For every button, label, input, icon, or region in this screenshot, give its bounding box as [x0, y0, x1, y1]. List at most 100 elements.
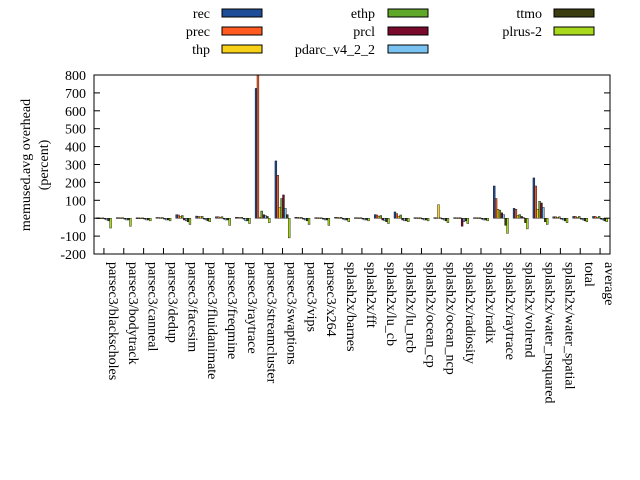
bar-prcl-splash2x-lu-ncb [401, 217, 404, 221]
bar-pdarc_v4_2_2-splash2x-raytrace [502, 214, 505, 219]
y-tick-label: 700 [65, 87, 86, 102]
bar-plrus-2-splash2x-water-spatial [565, 217, 569, 223]
bar-ethp-splash2x-radix [478, 217, 482, 219]
legend-swatch-rec [221, 8, 263, 18]
bar-plrus-2-parsec3-vips [307, 217, 311, 225]
bar-pdarc_v4_2_2-splash2x-lu-cb [383, 217, 386, 222]
bar-pdarc_v4_2_2-parsec3-swaptions [284, 208, 287, 219]
bar-thp-splash2x-radix [477, 217, 480, 219]
bar-prec-parsec3-fluidanimate [197, 216, 200, 219]
bar-ttmo-splash2x-lu-cb [385, 217, 388, 222]
bar-ethp-parsec3-raytrace [240, 217, 244, 219]
bar-plrus-2-parsec3-x264 [327, 217, 331, 226]
bar-pdarc_v4_2_2-parsec3-blackscholes [105, 217, 108, 221]
bar-plrus-2-average [605, 217, 608, 222]
x-tick-label: parsec3/vips [303, 262, 318, 332]
bar-ethp-parsec3-streamcluster [260, 210, 263, 219]
legend: rec prec thp ethp prcl pdarc_v4_2_2 ttmo plrus-… [186, 7, 595, 58]
bar-plrus-2-splash2x-water-nsquared [546, 217, 549, 225]
bar-prec-average [594, 216, 597, 219]
bar-rec-average [592, 216, 595, 219]
bar-prec-splash2x-lu-ncb [395, 213, 399, 219]
bar-ethp-parsec3-blackscholes [101, 217, 105, 219]
bar-plrus-2-parsec3-fluidanimate [208, 217, 211, 222]
bar-ethp-parsec3-x264 [320, 217, 323, 219]
bar-rec-splash2x-radix [473, 217, 476, 219]
bar-plrus-2-splash2x-fft [367, 217, 370, 222]
bar-pdarc_v4_2_2-parsec3-raytrace [244, 217, 247, 222]
bar-prec-parsec3-dedup [157, 217, 160, 219]
bar-prcl-splash2x-radiosity [460, 217, 464, 227]
bar-pdarc_v4_2_2-total [581, 217, 585, 221]
bar-pdarc_v4_2_2-parsec3-vips [304, 217, 307, 221]
bar-prcl-parsec3-freqmine [222, 217, 226, 220]
bar-ttmo-parsec3-facesim [186, 217, 190, 222]
bar-pdarc_v4_2_2-parsec3-x264 [323, 217, 327, 221]
bar-ttmo-parsec3-bodytrack [127, 217, 130, 221]
y-tick-label: 400 [65, 141, 86, 156]
bar-prcl-splash2x-water-spatial [560, 217, 563, 220]
bar-thp-splash2x-fft [357, 217, 361, 219]
bar-prcl-splash2x-radix [480, 217, 484, 220]
plot-frame [93, 74, 611, 255]
x-tick-label: parsec3/canneal [145, 262, 160, 351]
bar-thp-splash2x-ocean-ncp [437, 204, 440, 219]
bar-plrus-2-parsec3-facesim [188, 217, 192, 225]
bar-rec-parsec3-canneal [135, 217, 139, 219]
bar-plrus-2-parsec3-raytrace [248, 217, 251, 224]
bar-thp-splash2x-ocean-cp [417, 217, 420, 219]
bar-rec-splash2x-fft [354, 217, 357, 219]
bar-rec-total [572, 216, 575, 219]
bar-ethp-splash2x-volrend [518, 214, 521, 219]
bar-prec-splash2x-volrend [514, 209, 518, 219]
bar-plrus-2-splash2x-barnes [347, 217, 350, 222]
bar-prec-parsec3-facesim [177, 214, 180, 219]
bar-ethp-splash2x-ocean-ncp [439, 217, 442, 219]
bar-ttmo-parsec3-freqmine [226, 217, 229, 221]
bar-plrus-2-parsec3-swaptions [288, 217, 291, 239]
bar-pdarc_v4_2_2-splash2x-radiosity [462, 217, 466, 222]
bar-plrus-2-parsec3-dedup [168, 217, 172, 222]
bar-pdarc_v4_2_2-splash2x-volrend [522, 217, 525, 219]
bar-thp-parsec3-swaptions [278, 207, 281, 219]
bar-pdarc_v4_2_2-splash2x-radix [482, 217, 485, 221]
bar-rec-splash2x-lu-ncb [393, 211, 397, 219]
bar-ethp-parsec3-dedup [161, 217, 164, 219]
bar-pdarc_v4_2_2-splash2x-water-spatial [562, 217, 565, 221]
bar-prcl-parsec3-bodytrack [123, 217, 126, 220]
legend-label-rec: rec [193, 7, 210, 22]
legend-label-pdarc_v4_2_2: pdarc_v4_2_2 [295, 43, 375, 58]
bar-prcl-parsec3-dedup [163, 217, 166, 220]
y-tick-label: 300 [65, 159, 86, 174]
bar-ethp-parsec3-fluidanimate [201, 216, 204, 219]
bar-ttmo-splash2x-water-nsquared [544, 217, 547, 222]
y-tick-label: -200 [60, 248, 86, 263]
legend-label-thp: thp [192, 43, 210, 58]
bar-ethp-parsec3-freqmine [220, 216, 224, 219]
legend-swatch-prec [221, 26, 263, 36]
legend-label-plrus-2: plrus-2 [502, 25, 542, 40]
x-tick-label: splash2x/radiosity [462, 262, 477, 364]
bar-ethp-splash2x-barnes [339, 217, 343, 219]
bar-thp-splash2x-raytrace [496, 209, 500, 219]
x-tick-label: parsec3/fluidanimate [204, 262, 219, 379]
bar-prec-parsec3-streamcluster [256, 74, 260, 219]
bar-plrus-2-splash2x-radix [486, 217, 489, 222]
bar-ethp-splash2x-water-spatial [558, 216, 561, 219]
bars [96, 74, 608, 239]
y-tick-label: 600 [65, 105, 86, 120]
bar-pdarc_v4_2_2-splash2x-fft [363, 217, 366, 221]
bar-ethp-parsec3-swaptions [280, 198, 283, 219]
bar-prec-parsec3-freqmine [217, 216, 220, 219]
bar-plrus-2-parsec3-bodytrack [129, 217, 132, 227]
bar-thp-parsec3-dedup [159, 217, 162, 219]
bar-ethp-parsec3-vips [300, 217, 303, 219]
bar-ttmo-splash2x-raytrace [504, 217, 507, 226]
x-tick-label: splash2x/ocean_ncp [442, 262, 457, 375]
bar-prcl-parsec3-streamcluster [262, 214, 265, 219]
bar-thp-parsec3-fluidanimate [199, 216, 202, 219]
legend-swatch-ethp [387, 8, 429, 18]
bar-thp-parsec3-blackscholes [99, 217, 103, 220]
bar-ethp-splash2x-lu-ncb [399, 214, 402, 219]
bar-thp-splash2x-water-nsquared [536, 209, 539, 219]
